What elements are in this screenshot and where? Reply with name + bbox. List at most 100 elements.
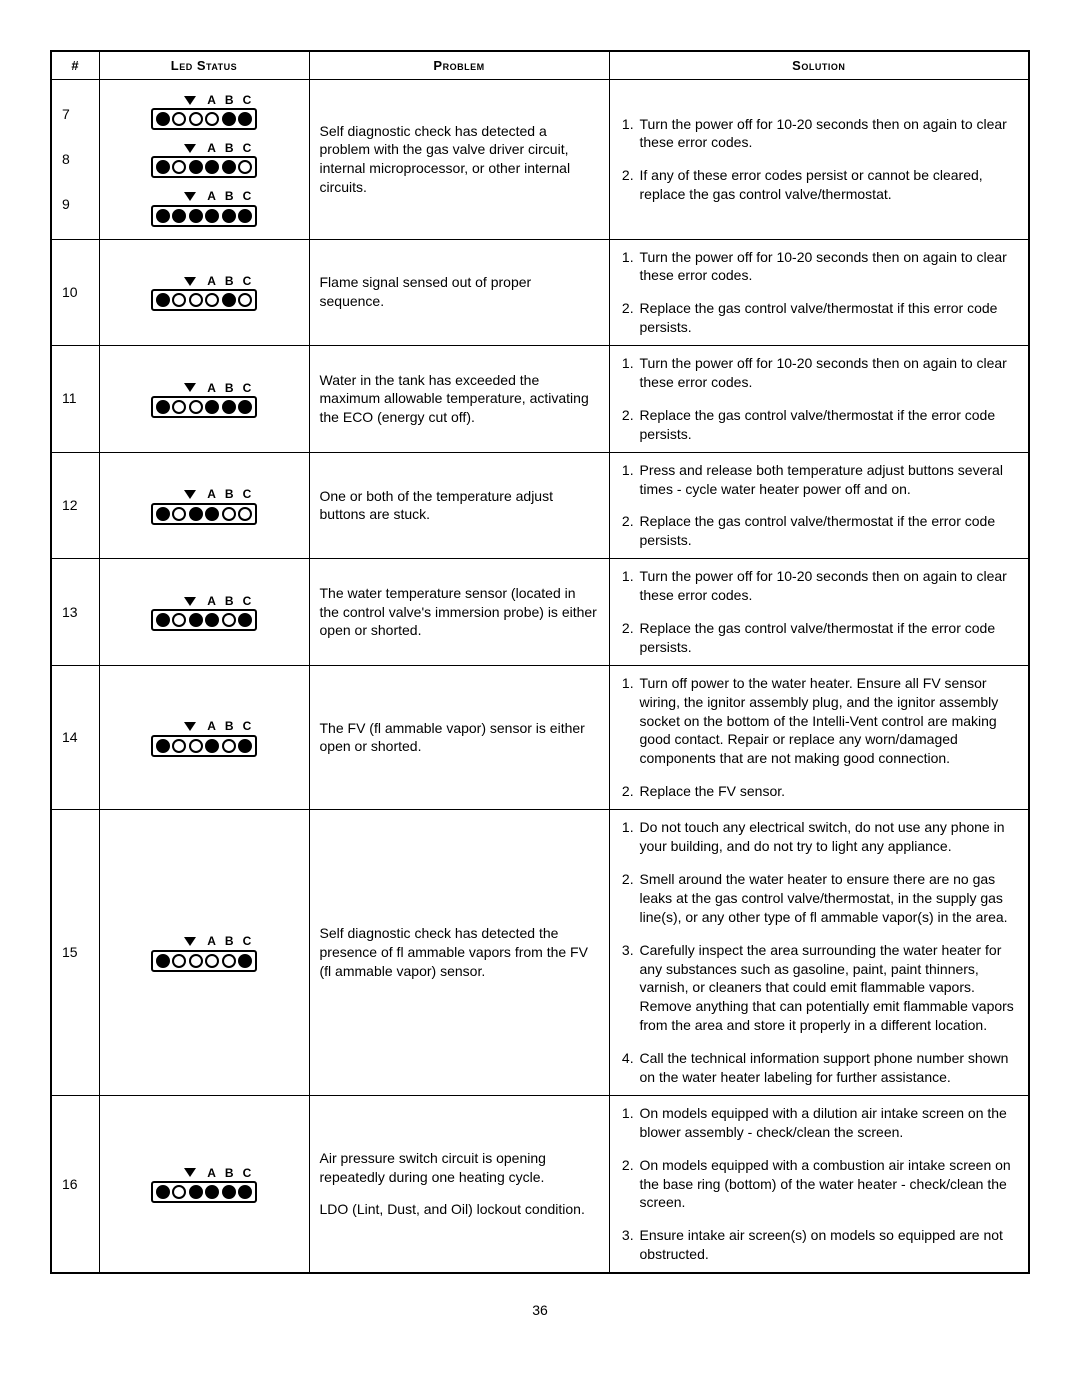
led-header: ABC — [151, 933, 258, 949]
led-off-icon — [238, 160, 252, 174]
led-on-icon — [222, 1185, 236, 1199]
led-column-label: C — [243, 1165, 252, 1181]
led-column-label: A — [207, 1165, 216, 1181]
led-on-icon — [205, 400, 219, 414]
solution-item: Turn the power off for 10-20 seconds the… — [638, 248, 1019, 286]
led-on-icon — [156, 160, 170, 174]
led-status-unit: ABC — [151, 273, 258, 311]
solution-item: Replace the FV sensor. — [638, 782, 1019, 801]
led-on-icon — [156, 1185, 170, 1199]
page-number: 36 — [50, 1302, 1030, 1318]
solution-list: Turn the power off for 10-20 seconds the… — [620, 115, 1019, 205]
led-status-cell: ABC — [99, 559, 309, 666]
table-row: 10ABCFlame signal sensed out of proper s… — [51, 239, 1029, 346]
solution-item: On models equipped with a dilution air i… — [638, 1104, 1019, 1142]
row-number: 9 — [62, 195, 89, 214]
led-off-icon — [172, 112, 186, 126]
led-column-label: A — [207, 92, 216, 108]
table-row: 14ABCThe FV (fl ammable vapor) sensor is… — [51, 665, 1029, 809]
led-column-label: B — [225, 1165, 234, 1181]
triangle-icon — [184, 192, 196, 201]
solution-cell: Press and release both temperature adjus… — [609, 452, 1029, 559]
table-row: 13 ABC The water temperature sensor (locat… — [51, 559, 1029, 666]
led-on-icon — [222, 293, 236, 307]
led-status-cell: ABCABCABC — [99, 80, 309, 240]
led-on-icon — [189, 507, 203, 521]
row-number-cell: 12 — [51, 452, 99, 559]
led-column-label: B — [225, 933, 234, 949]
solution-item: Replace the gas control valve/thermostat… — [638, 299, 1019, 337]
led-off-icon — [172, 1185, 186, 1199]
problem-cell: The FV (fl ammable vapor) sensor is eith… — [309, 665, 609, 809]
led-column-label: C — [243, 486, 252, 502]
led-status-unit: ABC — [151, 486, 258, 524]
solution-list: Turn the power off for 10-20 seconds the… — [620, 354, 1019, 444]
solution-item: Carefully inspect the area surrounding t… — [638, 941, 1019, 1035]
led-on-icon — [205, 507, 219, 521]
led-column-label: B — [225, 92, 234, 108]
led-status-unit: ABC — [151, 188, 258, 226]
solution-item: Press and release both temperature adjus… — [638, 461, 1019, 499]
solution-item: Replace the gas control valve/thermostat… — [638, 619, 1019, 657]
solution-item: Replace the gas control valve/thermostat… — [638, 406, 1019, 444]
led-column-label: B — [225, 188, 234, 204]
led-column-label: C — [243, 188, 252, 204]
led-off-icon — [189, 293, 203, 307]
led-status-cell: ABC — [99, 346, 309, 453]
led-column-label: C — [243, 718, 252, 734]
led-on-icon — [189, 160, 203, 174]
col-header-led: Led Status — [99, 51, 309, 80]
led-on-icon — [189, 1185, 203, 1199]
solution-item: Call the technical information support p… — [638, 1049, 1019, 1087]
row-number-cell: 11 — [51, 346, 99, 453]
led-on-icon — [156, 209, 170, 223]
troubleshooting-table: # Led Status Problem Solution 789ABCABCA… — [50, 50, 1030, 1274]
col-header-num: # — [51, 51, 99, 80]
led-on-icon — [156, 293, 170, 307]
solution-list: Turn off power to the water heater. Ensu… — [620, 674, 1019, 801]
led-column-label: B — [225, 486, 234, 502]
led-header: ABC — [151, 380, 258, 396]
row-number-cell: 789 — [51, 80, 99, 240]
problem-cell: Self diagnostic check has detected the p… — [309, 810, 609, 1096]
led-on-icon — [238, 739, 252, 753]
triangle-icon — [184, 277, 196, 286]
triangle-icon — [184, 490, 196, 499]
led-row — [151, 396, 258, 418]
led-on-icon — [156, 613, 170, 627]
led-column-label: C — [243, 273, 252, 289]
led-header: ABC — [151, 593, 258, 609]
led-on-icon — [238, 954, 252, 968]
row-number-cell: 13 — [51, 559, 99, 666]
led-off-icon — [222, 739, 236, 753]
table-row: 15ABCSelf diagnostic check has detected … — [51, 810, 1029, 1096]
led-off-icon — [189, 400, 203, 414]
led-column-label: A — [207, 140, 216, 156]
led-off-icon — [205, 112, 219, 126]
led-status-unit: ABC — [151, 1165, 258, 1203]
led-on-icon — [222, 112, 236, 126]
solution-cell: Turn the power off for 10-20 seconds the… — [609, 239, 1029, 346]
led-status-cell: ABC — [99, 810, 309, 1096]
led-off-icon — [172, 954, 186, 968]
led-on-icon — [205, 160, 219, 174]
led-on-icon — [156, 954, 170, 968]
led-column-label: A — [207, 933, 216, 949]
led-column-label: C — [243, 593, 252, 609]
solution-list: Press and release both temperature adjus… — [620, 461, 1019, 551]
solution-list: Turn the power off for 10-20 seconds the… — [620, 248, 1019, 338]
problem-cell: The water temperature sensor (located in… — [309, 559, 609, 666]
led-off-icon — [172, 613, 186, 627]
led-off-icon — [205, 293, 219, 307]
led-column-label: C — [243, 140, 252, 156]
led-column-label: A — [207, 718, 216, 734]
led-row — [151, 503, 258, 525]
table-row: 16ABCAir pressure switch circuit is open… — [51, 1095, 1029, 1273]
led-status-unit: ABC — [151, 933, 258, 971]
led-column-label: B — [225, 273, 234, 289]
solution-item: If any of these error codes persist or c… — [638, 166, 1019, 204]
col-header-problem: Problem — [309, 51, 609, 80]
led-off-icon — [172, 507, 186, 521]
solution-item: On models equipped with a combustion air… — [638, 1156, 1019, 1213]
row-number-cell: 14 — [51, 665, 99, 809]
